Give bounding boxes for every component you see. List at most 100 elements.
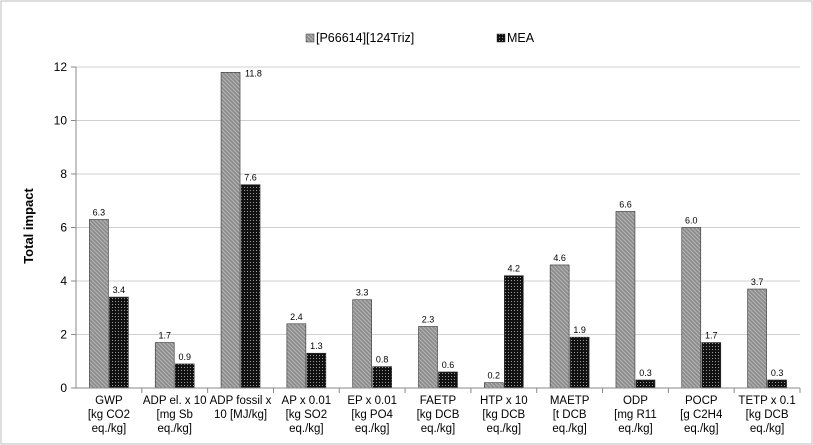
bar-mea: [701, 342, 722, 389]
x-category-label-line: [mg Sb: [157, 409, 193, 421]
x-category-label-line: [g C2H4: [680, 409, 723, 421]
bar-mea: [306, 352, 327, 389]
x-category-label: GWP [kg CO2 eq./kg]: [88, 395, 130, 435]
x-category-label-line: FAETP: [420, 395, 457, 407]
x-category-label: FAETP [kg DCB eq./kg]: [417, 395, 460, 435]
bar-p66614-124triz: [549, 264, 570, 389]
x-category-label: ODP [mg R11 eq./kg]: [614, 395, 657, 435]
x-category-label-line: 10 [MJ/kg]: [214, 409, 267, 421]
bar-p66614-124triz: [615, 211, 636, 389]
x-category-label: ADP fossil x 10 [MJ/kg]: [210, 395, 272, 421]
data-label: 0.6: [442, 360, 455, 370]
data-label: 6.6: [619, 199, 632, 209]
x-category-label: MAETP [t DCB eq./kg]: [550, 395, 590, 435]
data-label: 1.7: [158, 331, 171, 341]
bar-p66614-124triz: [220, 72, 241, 389]
data-label: 3.7: [751, 277, 764, 287]
x-category-label-line: HTP x 10: [480, 395, 528, 407]
x-category-label-line: [kg CO2: [88, 409, 130, 421]
bar-mea: [569, 336, 590, 389]
bar-mea: [504, 275, 524, 389]
y-tick-label: 6: [60, 221, 67, 235]
legend-swatch-mea: [496, 33, 506, 43]
x-category-label-line: EP x 0.01: [347, 395, 397, 407]
data-label: 3.4: [113, 285, 126, 295]
bar-p66614-124triz: [286, 323, 307, 389]
data-label: 1.3: [310, 341, 323, 351]
legend-swatch-p66614-124triz: [305, 33, 315, 43]
gridlines: [76, 66, 800, 335]
data-label: 0.8: [376, 355, 389, 365]
bar-mea: [372, 366, 392, 389]
x-category-label-line: [kg PO4: [351, 409, 393, 421]
y-tick-label: 4: [60, 274, 67, 288]
x-category-label-line: [kg DCB: [417, 409, 460, 421]
x-axis-categories: GWP [kg CO2 eq./kg] ADP el. x 10 [mg Sb eq./k…: [88, 388, 801, 435]
legend-label: MEA: [507, 31, 535, 45]
data-label: 0.2: [488, 371, 501, 381]
x-category-label: HTP x 10 [kg DCB eq./kg]: [480, 395, 528, 435]
x-category-label-line: AP x 0.01: [282, 395, 332, 407]
bar-mea: [635, 379, 656, 389]
bar-p66614-124triz: [681, 227, 702, 389]
legend-label: [P66614][124Triz]: [316, 31, 414, 45]
x-category-label: TETP x 0.1 [kg DCB eq./kg]: [738, 395, 795, 435]
x-category-label-line: eq./kg]: [421, 423, 456, 435]
x-category-label-line: MAETP: [550, 395, 590, 407]
x-category-label: EP x 0.01 [kg PO4 eq./kg]: [347, 395, 397, 435]
data-label: 0.9: [178, 352, 191, 362]
bar-mea: [174, 363, 195, 389]
x-category-label: ADP el. x 10 [mg Sb eq./kg]: [143, 395, 207, 435]
x-category-label: AP x 0.01 [kg SO2 eq./kg]: [282, 395, 332, 435]
y-axis-title: Total impact: [21, 188, 36, 264]
data-label: 1.9: [573, 325, 586, 335]
x-category-label-line: [t DCB: [553, 409, 587, 421]
x-category-label-line: eq./kg]: [618, 423, 653, 435]
x-category-label-line: eq./kg]: [684, 423, 719, 435]
data-label: 3.3: [356, 288, 369, 298]
legend: [P66614][124Triz] MEA: [305, 31, 535, 45]
x-category-label-line: eq./kg]: [355, 423, 390, 435]
x-category-label-line: POCP: [685, 395, 718, 407]
bar-p66614-124triz: [352, 299, 372, 389]
x-category-label: POCP [g C2H4 eq./kg]: [680, 395, 723, 435]
x-category-label-line: [kg DCB: [746, 409, 789, 421]
x-category-label-line: GWP: [95, 395, 123, 407]
y-tick-label: 12: [54, 60, 68, 74]
data-label: 6.3: [93, 207, 106, 217]
bar-p66614-124triz: [154, 342, 175, 389]
bar-p66614-124triz: [418, 326, 438, 389]
x-category-label-line: ODP: [623, 395, 648, 407]
x-category-label-line: eq./kg]: [289, 423, 324, 435]
x-category-label-line: TETP x 0.1: [738, 395, 795, 407]
x-category-label-line: ADP fossil x: [210, 395, 272, 407]
x-category-label-line: eq./kg]: [92, 423, 127, 435]
x-category-label-line: [kg DCB: [482, 409, 525, 421]
data-label: 7.6: [244, 173, 257, 183]
data-label: 0.3: [771, 368, 784, 378]
y-tick-label: 10: [54, 114, 68, 128]
data-label: 1.7: [705, 331, 718, 341]
x-category-label-line: eq./kg]: [487, 423, 522, 435]
x-category-label-line: [kg SO2: [286, 409, 328, 421]
y-tick-label: 0: [60, 381, 67, 395]
bars: [89, 72, 787, 389]
bar-p66614-124triz: [89, 219, 109, 389]
data-label: 2.4: [290, 312, 303, 322]
x-category-label-line: eq./kg]: [157, 423, 192, 435]
data-label: 4.2: [508, 264, 521, 274]
y-tick-label: 8: [60, 167, 67, 181]
data-label: 6.0: [685, 216, 698, 226]
data-labels: 6.3 3.4 1.7 0.9 11.8 7.6 2.4 1.3 3.3 0.8 2.3 0.6 0.2…: [93, 68, 784, 380]
data-label: 2.3: [422, 314, 435, 324]
data-label: 4.6: [553, 253, 566, 263]
y-tick-label: 2: [60, 328, 67, 342]
data-label: 11.8: [245, 68, 262, 78]
bar-mea: [438, 371, 458, 389]
bar-p66614-124triz: [747, 288, 767, 389]
bar-p66614-124triz: [484, 382, 504, 389]
data-label: 0.3: [639, 368, 652, 378]
